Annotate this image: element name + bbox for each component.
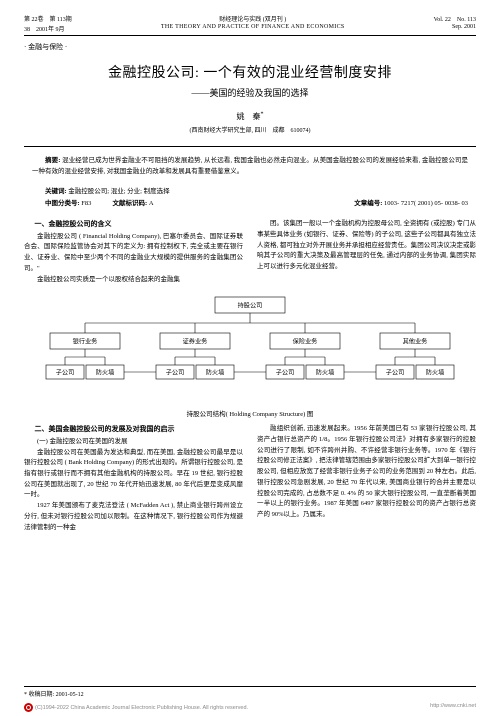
col-left-upper: 一、金融控股公司的含义 金融控股公司 ( Financial Holding C… — [24, 219, 243, 285]
para: 金融控股公司实质是一个以股权结合起来的金融集 — [24, 275, 243, 286]
cnki-logo-icon — [24, 703, 33, 712]
vol-en: Vol. 22 No. 113 — [434, 14, 476, 23]
org-chart-svg: 持股公司 银行业务 证券业务 保险业务 其他业务 — [40, 295, 460, 405]
svg-text:防火墙: 防火墙 — [206, 369, 225, 377]
body-columns-upper: 一、金融控股公司的含义 金融控股公司 ( Financial Holding C… — [24, 219, 476, 285]
svg-text:其他业务: 其他业务 — [403, 338, 428, 346]
journal-header: 第 22卷 第 113期 38 2001年 9月 财经理论与实践 (双月刊 ) … — [24, 14, 476, 36]
subheading: (一) 金融控股公司在美国的发展 — [24, 437, 243, 448]
svg-text:防火墙: 防火墙 — [426, 369, 445, 377]
svg-text:证券业务: 证券业务 — [183, 338, 208, 346]
cnki-watermark: (C)1994-2022 China Academic Journal Elec… — [24, 703, 476, 712]
article-title: 金融控股公司: 一个有效的混业经营制度安排 — [24, 62, 476, 82]
para: 融组织创新, 迅速发展起来。1956 年前美国已有 53 家银行控股公司, 其资… — [257, 424, 476, 520]
org-chart-diagram: 持股公司 银行业务 证券业务 保险业务 其他业务 — [40, 295, 460, 418]
para: 团。该集团一般以一个金融机构为控股母公司, 全资拥有 (或控股) 专门从事某些具… — [257, 219, 476, 273]
author-marker: * — [261, 111, 264, 117]
col-right-lower: 融组织创新, 迅速发展起来。1956 年前美国已有 53 家银行控股公司, 其资… — [257, 424, 476, 533]
keywords-text: 金融控股公司; 混业; 分业; 制度选择 — [68, 188, 169, 195]
article-subtitle: ——美国的经验及我国的选择 — [24, 86, 476, 99]
para: 1927 年美国颁布了麦克法登法 ( McFadden Act ), 禁止商业银… — [24, 501, 243, 533]
journal-name-en: THE THEORY AND PRACTICE OF FINANCE AND E… — [161, 24, 345, 30]
journal-name-cn: 财经理论与实践 (双月刊 ) — [161, 14, 345, 23]
watermark-right: http://www.cnki.net — [430, 703, 476, 712]
svg-text:持股公司: 持股公司 — [238, 302, 263, 310]
body-columns-lower: 二、美国金融控股公司的发展及对我国的启示 (一) 金融控股公司在美国的发展 金融… — [24, 424, 476, 533]
svg-text:子公司: 子公司 — [166, 370, 185, 377]
date-en: Sep. 2001 — [434, 24, 476, 30]
watermark-left: (C)1994-2022 China Academic Journal Elec… — [35, 705, 248, 711]
svg-text:防火墙: 防火墙 — [96, 369, 115, 377]
svg-text:防火墙: 防火墙 — [316, 369, 335, 377]
abstract-text: 混业经营已成为世界金融业不可阻挡的发展趋势, 从长远看, 我国金融也必然走向混业… — [32, 157, 468, 175]
svg-text:保险业务: 保险业务 — [293, 338, 318, 346]
svg-text:子公司: 子公司 — [56, 370, 75, 377]
heading-1: 一、金融控股公司的含义 — [24, 219, 243, 231]
doccode-label: 文献标识码: — [113, 200, 148, 207]
abstract-label: 摘要: — [45, 157, 60, 164]
author-name: 姚 秦* — [24, 111, 476, 122]
doccode-val: A — [149, 200, 154, 207]
vol-issue: 第 22卷 第 113期 — [24, 14, 72, 23]
recv-date-val: 2001-05-12 — [56, 692, 84, 698]
svg-text:子公司: 子公司 — [386, 370, 405, 377]
meta-row: 中图分类号: F83 文献标识码: A 文章编号: 1003- 7217( 20… — [24, 195, 476, 213]
diagram-caption: 持股公司结构( Holding Company Structure) 图 — [40, 408, 460, 418]
col-right-upper: 团。该集团一般以一个金融机构为控股母公司, 全资拥有 (或控股) 专门从事某些具… — [257, 219, 476, 285]
keywords-row: 关键词: 金融控股公司; 混业; 分业; 制度选择 — [24, 185, 476, 195]
class-val: F83 — [81, 200, 91, 207]
heading-2: 二、美国金融控股公司的发展及对我国的启示 — [24, 424, 243, 436]
abstract-block: 摘要: 混业经营已成为世界金融业不可阻挡的发展趋势, 从长远看, 我国金融也必然… — [24, 146, 476, 183]
articleno-val: 1003- 7217( 2001) 05- 0038- 03 — [384, 200, 468, 207]
para: 金融控股公司在美国最为发达和典型, 而在美国, 金融控股公司最早是以银行控股公司… — [24, 448, 243, 502]
articleno-label: 文章编号: — [354, 200, 382, 207]
class-label: 中图分类号: — [45, 200, 80, 207]
page-date: 38 2001年 9月 — [24, 24, 72, 33]
para: 金融控股公司 ( Financial Holding Company), 巴塞尔… — [24, 232, 243, 275]
author-affiliation: (西南财经大学研究生部, 四川 成都 610074) — [24, 125, 476, 134]
section-tag: · 金融与保险 · — [24, 42, 476, 52]
footnote: * 收稿日期: 2001-05-12 — [24, 686, 476, 698]
col-left-lower: 二、美国金融控股公司的发展及对我国的启示 (一) 金融控股公司在美国的发展 金融… — [24, 424, 243, 533]
keywords-label: 关键词: — [45, 188, 67, 195]
svg-text:子公司: 子公司 — [276, 370, 295, 377]
svg-text:银行业务: 银行业务 — [73, 338, 98, 346]
recv-date-label: 收稿日期: — [29, 692, 55, 698]
